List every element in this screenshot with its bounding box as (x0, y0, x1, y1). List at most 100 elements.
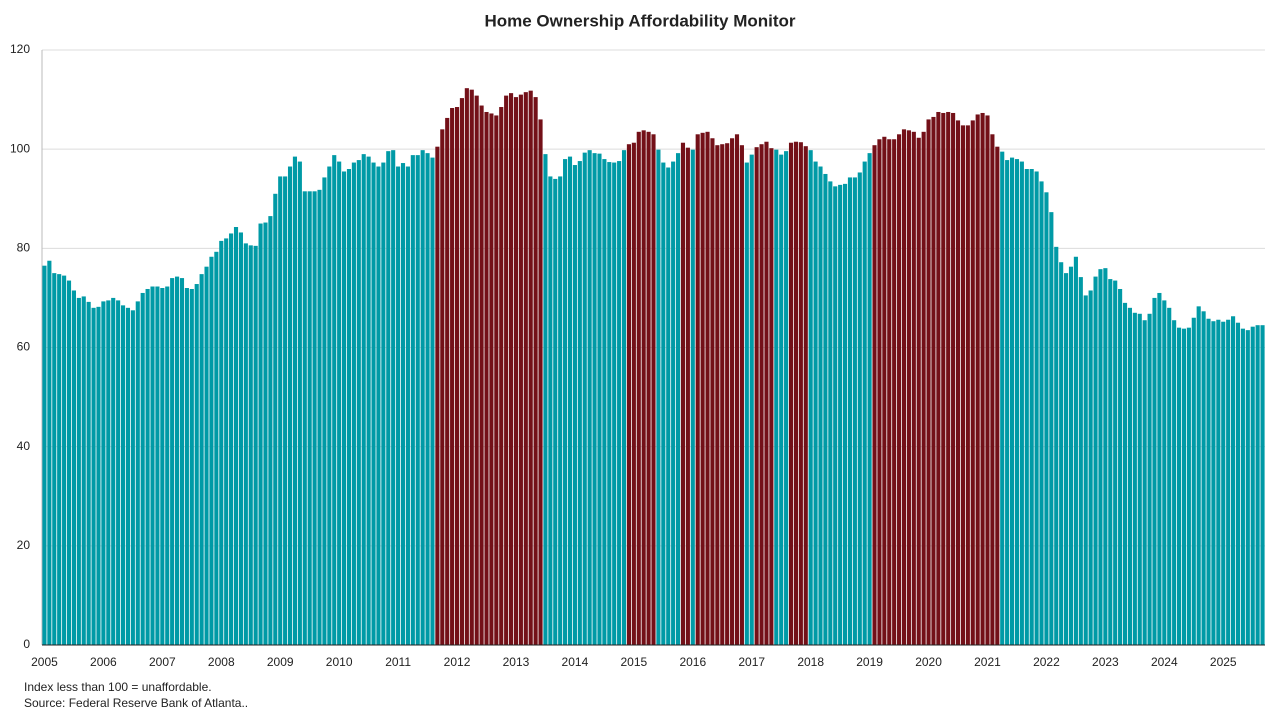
bar (96, 306, 101, 645)
bar (484, 111, 489, 645)
bar (916, 137, 921, 645)
bar (1162, 300, 1167, 645)
bar (189, 288, 194, 645)
bar (538, 119, 543, 645)
bar (725, 143, 730, 645)
bar (376, 166, 381, 646)
bar (1019, 161, 1024, 645)
bar (253, 245, 258, 645)
bar (793, 141, 799, 645)
bar (469, 89, 474, 645)
bar (518, 94, 523, 645)
bar (165, 286, 170, 645)
x-tick-label: 2007 (149, 655, 176, 669)
bar (656, 149, 661, 645)
bar (1172, 320, 1177, 645)
bar (381, 162, 386, 645)
x-tick-label: 2020 (915, 655, 942, 669)
bar (219, 240, 224, 646)
footnote: Index less than 100 = unaffordable. (24, 680, 212, 694)
bar (572, 165, 577, 646)
bar (823, 173, 828, 646)
bar (818, 166, 823, 646)
bar (81, 296, 86, 645)
bar (666, 167, 671, 645)
bar (322, 177, 327, 645)
bar (901, 129, 907, 646)
bar (734, 134, 740, 645)
bar (229, 233, 234, 646)
bar (1211, 321, 1216, 645)
bar (607, 162, 612, 645)
bar (1034, 171, 1039, 645)
x-tick-label: 2014 (562, 655, 589, 669)
bar (101, 301, 106, 645)
bar (258, 223, 263, 645)
bar (1201, 311, 1206, 645)
bar (504, 95, 509, 645)
bar (1009, 157, 1015, 646)
bar (91, 307, 96, 645)
bar (263, 222, 268, 646)
bar (425, 153, 430, 645)
bar (784, 151, 789, 645)
bar (749, 154, 754, 645)
bar (194, 284, 199, 645)
bar (626, 144, 632, 646)
bar (1226, 319, 1231, 645)
bar (1000, 151, 1005, 646)
bar (57, 274, 62, 645)
x-tick-label: 2017 (738, 655, 765, 669)
bar (297, 161, 302, 645)
bar (371, 162, 376, 645)
bar (1098, 269, 1103, 645)
bar (990, 134, 995, 645)
bar (386, 151, 391, 645)
chart-title: Home Ownership Affordability Monitor (484, 11, 795, 30)
bar (582, 152, 587, 645)
bar (803, 146, 808, 646)
bar (445, 117, 450, 645)
bar (1216, 319, 1221, 645)
bar (567, 156, 573, 645)
bar (1127, 307, 1132, 645)
bar (842, 183, 848, 645)
bar (1049, 212, 1054, 645)
bar (1014, 159, 1020, 646)
bar (548, 176, 553, 645)
bar (877, 139, 882, 645)
bar (268, 216, 273, 645)
bar (499, 107, 504, 646)
y-tick-label: 40 (17, 439, 31, 453)
bar (671, 161, 676, 645)
bar (474, 95, 479, 645)
bar (951, 112, 956, 646)
bar (62, 275, 67, 645)
bar (76, 297, 81, 645)
bar (1255, 325, 1260, 645)
bar (120, 305, 126, 645)
y-tick-label: 100 (10, 141, 30, 155)
bar (636, 131, 641, 645)
bar (273, 193, 278, 645)
bar (715, 145, 720, 645)
bar (430, 157, 435, 646)
bar (980, 112, 985, 646)
bar (774, 149, 779, 645)
bar (641, 130, 646, 645)
bar (553, 178, 558, 645)
bar (882, 136, 887, 646)
bar (926, 119, 931, 645)
bar (150, 286, 155, 645)
bar (695, 134, 700, 645)
y-tick-label: 120 (10, 42, 30, 56)
bar (366, 156, 371, 645)
bar (1191, 317, 1196, 645)
bar (710, 138, 715, 645)
bar (1029, 169, 1034, 645)
bar (140, 292, 145, 645)
bar (833, 186, 838, 645)
x-tick-label: 2011 (385, 655, 411, 669)
bar (175, 276, 180, 645)
bar (410, 155, 415, 645)
